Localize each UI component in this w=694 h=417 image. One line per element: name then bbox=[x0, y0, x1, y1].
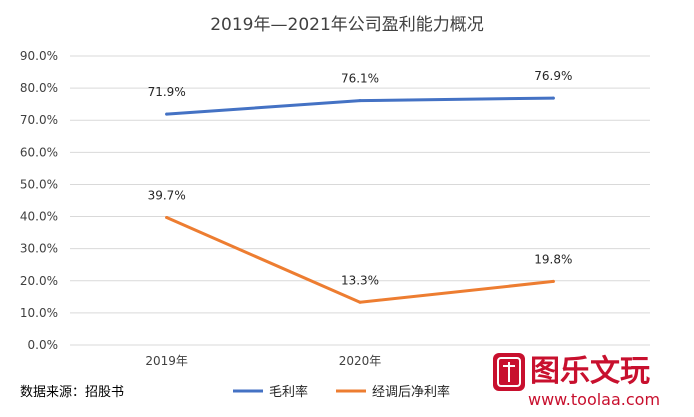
data-labels: 71.9% 76.1% 76.9% 39.7% 13.3% 19.8% bbox=[148, 69, 573, 287]
x-axis-ticks: 2019年 2020年 bbox=[145, 354, 381, 368]
x-tick-label: 2019年 bbox=[145, 354, 188, 368]
y-tick-label: 80.0% bbox=[20, 81, 58, 95]
x-tick-label: 2020年 bbox=[339, 354, 382, 368]
legend-label: 经调后净利率 bbox=[372, 384, 450, 400]
series-lines bbox=[165, 96, 555, 304]
data-point bbox=[165, 112, 169, 116]
watermark-text: 图乐文玩 bbox=[530, 354, 650, 389]
watermark-site: www.toolaa.com bbox=[528, 390, 660, 409]
data-point bbox=[358, 99, 362, 103]
y-tick-label: 10.0% bbox=[20, 306, 58, 320]
data-label: 76.9% bbox=[534, 69, 572, 83]
y-tick-label: 70.0% bbox=[20, 113, 58, 127]
y-tick-label: 60.0% bbox=[20, 145, 58, 159]
seal-logo-icon bbox=[493, 353, 525, 391]
source-note: 数据来源：招股书 bbox=[20, 385, 124, 400]
data-label: 39.7% bbox=[148, 189, 186, 203]
y-tick-label: 0.0% bbox=[28, 338, 59, 352]
series-line bbox=[165, 216, 555, 304]
data-label: 71.9% bbox=[148, 85, 186, 99]
legend-label: 毛利率 bbox=[269, 384, 308, 400]
watermark: 图乐文玩 www.toolaa.com bbox=[493, 353, 660, 409]
y-tick-label: 20.0% bbox=[20, 274, 58, 288]
y-tick-label: 50.0% bbox=[20, 177, 58, 191]
data-label: 19.8% bbox=[534, 252, 572, 266]
data-point bbox=[358, 300, 362, 304]
y-axis-ticks: 0.0% 10.0% 20.0% 30.0% 40.0% 50.0% 60.0% 70.0% 8… bbox=[20, 49, 58, 352]
data-point bbox=[551, 96, 555, 100]
gridlines bbox=[70, 55, 650, 346]
y-tick-label: 30.0% bbox=[20, 242, 58, 256]
data-label: 13.3% bbox=[341, 273, 379, 287]
y-tick-label: 40.0% bbox=[20, 210, 58, 224]
y-tick-label: 90.0% bbox=[20, 49, 58, 63]
data-label: 76.1% bbox=[341, 72, 379, 86]
legend: 毛利率 经调后净利率 bbox=[233, 384, 450, 400]
data-point bbox=[165, 216, 169, 220]
data-point bbox=[551, 279, 555, 283]
chart-title: 2019年—2021年公司盈利能力概况 bbox=[210, 15, 484, 35]
